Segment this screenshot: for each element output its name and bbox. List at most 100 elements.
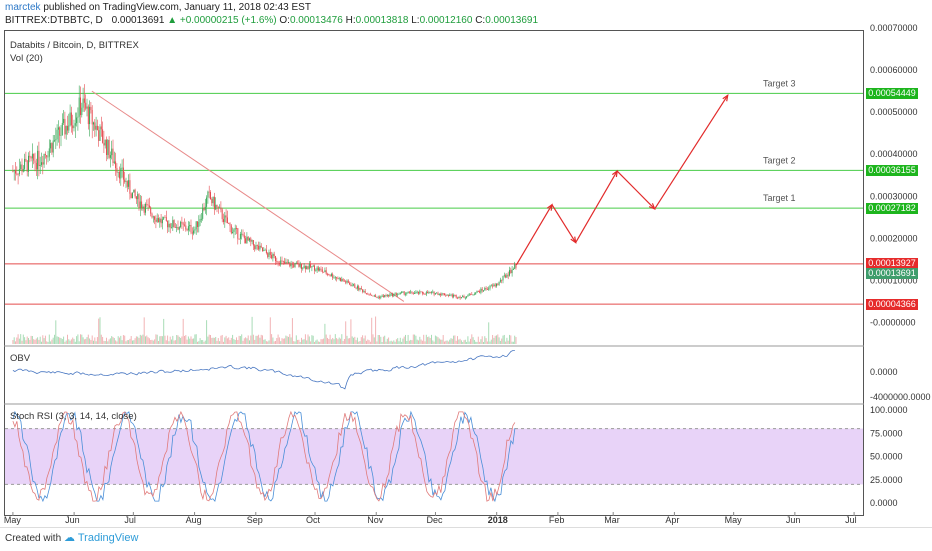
volume-bar xyxy=(341,334,343,344)
volume-bar xyxy=(258,334,260,344)
volume-bar xyxy=(40,341,42,344)
candle-body xyxy=(226,217,228,224)
price-change: ▲ +0.00000215 (+1.6%) xyxy=(167,15,277,26)
volume-bar xyxy=(412,334,414,344)
volume-bar xyxy=(156,334,158,344)
volume-bar xyxy=(289,334,291,344)
projection-arrow xyxy=(575,170,618,243)
volume-bar xyxy=(391,341,393,344)
candle-body xyxy=(167,221,169,228)
candle-body xyxy=(508,270,510,276)
footer: Created with ☁ TradingView xyxy=(0,527,932,551)
candle-body xyxy=(341,279,343,282)
candle-body xyxy=(37,150,39,170)
volume-bar xyxy=(126,340,128,344)
volume-bar xyxy=(280,341,282,344)
volume-bar xyxy=(388,337,390,344)
volume-bar xyxy=(25,340,27,344)
candle-body xyxy=(156,218,158,222)
candle-body xyxy=(378,296,380,298)
x-tick-label: 2018 xyxy=(488,515,508,525)
volume-bar xyxy=(291,318,293,344)
candle-body xyxy=(169,223,171,228)
candle-body xyxy=(432,291,434,293)
volume-bar xyxy=(51,339,53,344)
volume-bar xyxy=(44,335,46,344)
candle-body xyxy=(466,296,468,298)
volume-bar xyxy=(378,335,380,344)
volume-bar xyxy=(367,339,369,344)
candle-body xyxy=(113,161,115,163)
volume-bar xyxy=(425,334,427,344)
volume-bar xyxy=(499,340,501,344)
candle-body xyxy=(385,295,387,296)
author-link[interactable]: marctek xyxy=(5,2,41,13)
volume-bar xyxy=(137,336,139,344)
volume-bar xyxy=(141,335,143,344)
last-price: 0.00013691 xyxy=(111,15,165,26)
candle-body xyxy=(433,291,435,295)
candle-body xyxy=(139,201,141,209)
candle-body xyxy=(243,235,245,239)
candle-body xyxy=(207,191,209,198)
candle-body xyxy=(272,253,274,259)
volume-bar xyxy=(324,323,326,344)
volume-bar xyxy=(308,336,310,344)
candle-body xyxy=(108,140,110,158)
volume-bar xyxy=(72,337,74,344)
candle-body xyxy=(316,267,318,271)
volume-bar xyxy=(447,341,449,344)
volume-bar xyxy=(333,339,335,344)
volume-bar xyxy=(74,341,76,344)
candle-body xyxy=(245,238,247,244)
volume-bar xyxy=(234,339,236,344)
candle-body xyxy=(423,293,425,295)
volume-bar xyxy=(306,340,308,344)
candle-body xyxy=(297,262,299,264)
candle-body xyxy=(78,97,80,117)
candle-body xyxy=(399,292,401,294)
candle-body xyxy=(401,292,403,293)
volume-bar xyxy=(221,334,223,344)
candle-body xyxy=(204,206,206,211)
chart-canvas[interactable]: 0.00070000 0.00060000 0.00050000 0.00040000… xyxy=(0,0,932,527)
volume-bar xyxy=(408,340,410,344)
volume-bar xyxy=(202,340,204,344)
candle-body xyxy=(514,263,516,270)
candle-body xyxy=(196,221,198,227)
candle-body xyxy=(160,218,162,224)
projection-arrow xyxy=(515,204,553,266)
volume-bar xyxy=(360,337,362,344)
candle-body xyxy=(273,253,275,257)
candle-body xyxy=(261,247,263,252)
candle-body xyxy=(451,294,453,297)
candle-body xyxy=(339,278,341,282)
candle-body xyxy=(152,216,154,218)
volume-bar xyxy=(91,335,93,344)
volume-bar xyxy=(393,340,395,344)
volume-bar xyxy=(323,338,325,344)
volume-bar xyxy=(118,337,120,344)
volume-bar xyxy=(315,340,317,344)
candle-body xyxy=(477,291,479,292)
volume-bar xyxy=(375,316,377,344)
volume-bar xyxy=(486,341,488,344)
candle-body xyxy=(116,168,118,173)
volume-bar xyxy=(372,334,374,344)
candle-body xyxy=(195,221,197,230)
candle-body xyxy=(445,295,447,297)
x-tick-label: Oct xyxy=(306,515,321,525)
chart-frame[interactable] xyxy=(4,30,864,516)
candle-body xyxy=(404,293,406,295)
candle-body xyxy=(74,123,76,126)
volume-bar xyxy=(342,341,344,344)
tradingview-logo[interactable]: ☁ TradingView xyxy=(64,532,139,544)
volume-bar xyxy=(259,337,261,344)
volume-bar xyxy=(163,318,165,344)
candle-body xyxy=(155,219,157,222)
volume-bar xyxy=(195,334,197,344)
volume-bar xyxy=(321,339,323,344)
volume-bar xyxy=(261,335,263,344)
candle-body xyxy=(358,286,360,290)
x-tick-label: Mar xyxy=(604,515,620,525)
